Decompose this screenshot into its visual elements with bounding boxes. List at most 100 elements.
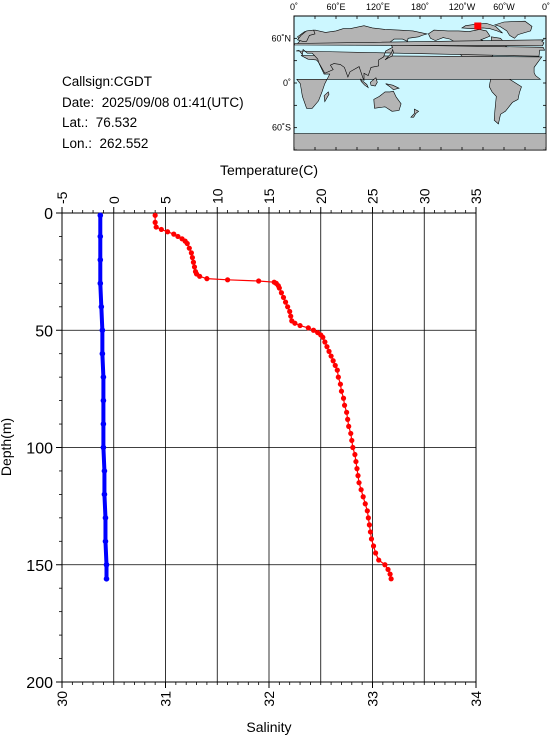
temperature-point — [348, 430, 354, 437]
temperature-point — [337, 381, 344, 387]
salinity-point — [97, 280, 104, 287]
temperature-point — [278, 290, 285, 296]
y-tick-label: 100 — [26, 441, 53, 458]
temperature-line — [154, 215, 392, 579]
temperature-point — [171, 231, 177, 237]
top-tick-label: 10 — [209, 188, 225, 204]
salinity-point — [98, 304, 105, 310]
lon-value: 262.552 — [99, 135, 149, 151]
bottom-tick-label: 34 — [468, 691, 484, 707]
lat-value: 76.532 — [95, 115, 138, 130]
lat-label: Lat.: — [62, 115, 89, 130]
temperature-point — [280, 294, 287, 301]
salinity-point — [97, 212, 104, 219]
temperature-point — [366, 522, 372, 528]
temperature-point — [310, 327, 317, 333]
landmass-greenland — [493, 20, 533, 39]
map-lon-label: 120˚E — [366, 2, 390, 12]
temperature-point — [164, 229, 171, 235]
temperature-point — [189, 254, 196, 261]
temperature-point — [373, 550, 379, 556]
map-lon-label: 0˚ — [290, 2, 298, 12]
y-tick-label: 50 — [35, 323, 53, 340]
top-tick-label: 30 — [416, 188, 432, 204]
bottom-tick-label: 32 — [261, 691, 277, 707]
top-tick-label: 20 — [313, 188, 329, 204]
map-land — [293, 20, 547, 151]
temperature-point — [276, 285, 282, 291]
temperature-point — [344, 409, 350, 415]
salinity-point — [100, 374, 107, 380]
temperature-point — [335, 374, 341, 380]
salinity-point — [97, 257, 104, 263]
temperature-point — [358, 487, 364, 493]
salinity-point — [97, 233, 104, 240]
temperature-point — [346, 423, 352, 429]
salinity-point — [101, 468, 108, 474]
temperature-point — [340, 395, 347, 401]
map-lon-label: 60˚W — [493, 2, 515, 12]
temperature-point — [328, 353, 334, 359]
bottom-tick-label: 30 — [54, 691, 70, 707]
landmass-new-guinea — [385, 83, 400, 91]
temperature-point — [184, 240, 190, 247]
bottom-axis-label: Salinity — [246, 719, 291, 735]
top-tick-label: 25 — [365, 188, 381, 204]
temperature-point — [256, 278, 262, 284]
temperature-point — [364, 508, 370, 514]
temperature-point — [197, 273, 203, 279]
salinity-point — [100, 397, 107, 404]
temperature-point — [292, 320, 298, 326]
map-lon-label: 120˚W — [449, 2, 476, 12]
temperature-point — [334, 367, 340, 373]
world-map: 0˚ 60˚E 120˚E 180˚ 120˚W 60˚W 0˚ 60˚N 0˚ 60˚S — [271, 2, 550, 151]
landmass-australia — [373, 90, 402, 112]
y-axis-label: Depth(m) — [0, 418, 14, 476]
temperature-point — [355, 473, 361, 479]
temperature-point — [324, 344, 330, 350]
y-tick-label: 0 — [44, 206, 53, 223]
date-value: 2025/09/08 01:41(UTC) — [101, 94, 244, 110]
y-tick-label: 150 — [26, 558, 53, 575]
temperature-point — [305, 325, 311, 331]
landmass-uk — [293, 39, 545, 47]
landmass-new-zealand — [410, 108, 420, 118]
top-tick-label: -5 — [54, 191, 70, 204]
temperature-point — [382, 562, 388, 568]
temperature-point — [367, 529, 374, 535]
salinity-point — [100, 444, 107, 451]
temperature-point — [376, 557, 382, 563]
temperature-point — [225, 277, 231, 283]
temperature-point — [188, 250, 194, 256]
y-tick-label: 200 — [26, 675, 53, 692]
landmass-scandinavia — [296, 29, 316, 42]
temperature-point — [190, 259, 197, 265]
landmass-africa — [296, 55, 543, 109]
temperature-point — [332, 362, 338, 369]
temperature-point — [175, 233, 181, 240]
salinity-point — [99, 350, 106, 357]
temperature-point — [282, 299, 289, 305]
salinity-point — [102, 515, 109, 521]
salinity-line — [98, 215, 109, 579]
salinity-point — [102, 538, 109, 545]
temperature-point — [354, 466, 360, 472]
salinity-point — [101, 491, 108, 498]
bottom-tick-label: 31 — [158, 691, 174, 707]
temperature-point — [186, 245, 192, 251]
temperature-point — [297, 322, 303, 329]
top-tick-label: 35 — [468, 188, 484, 204]
lon-label: Lon.: — [62, 135, 93, 151]
map-lon-label: 0˚ — [542, 2, 550, 12]
temperature-point — [368, 536, 375, 542]
temperature-point — [152, 212, 158, 218]
map-lat-label: 60˚S — [272, 123, 291, 133]
temperature-point — [356, 480, 362, 486]
temperature-point — [387, 571, 393, 577]
bottom-tick-label: 33 — [365, 691, 381, 707]
landmass-madagascar — [323, 91, 330, 103]
top-tick-label: 0 — [106, 196, 122, 204]
temperature-point — [204, 276, 210, 282]
temperature-point — [326, 348, 332, 354]
